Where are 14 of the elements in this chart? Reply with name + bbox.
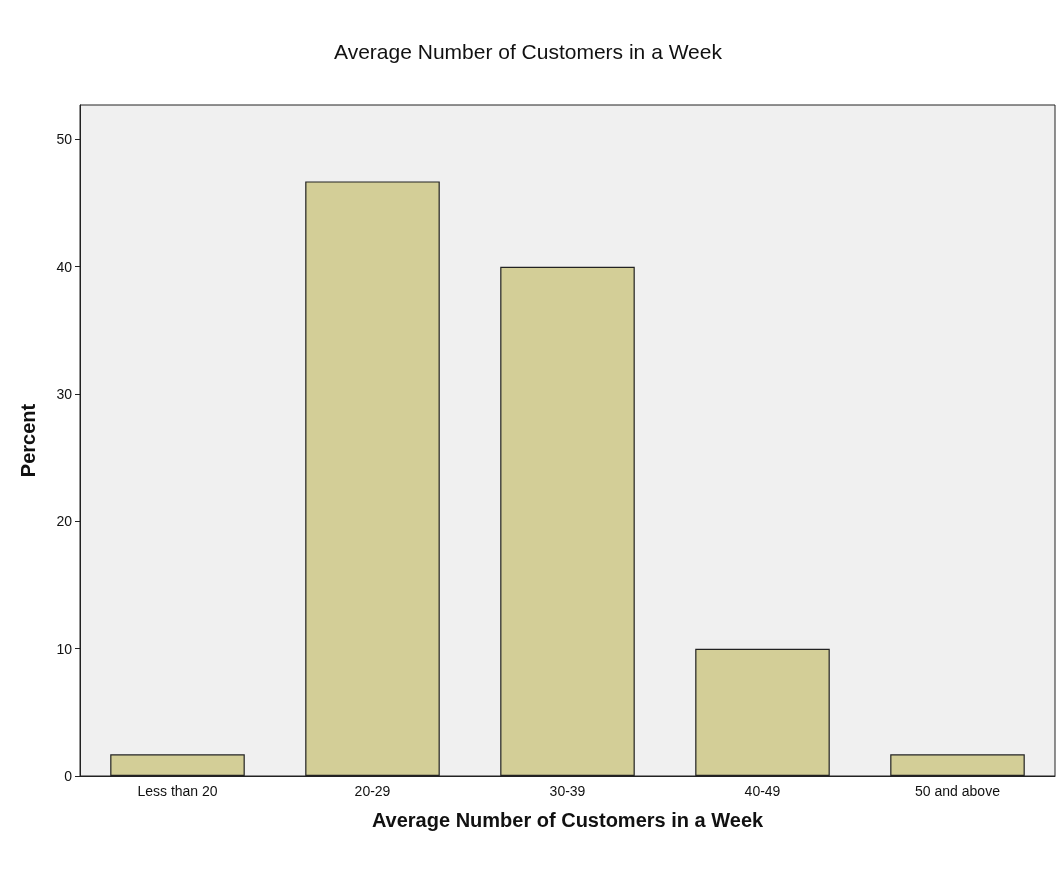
y-tick-label: 40 — [56, 258, 73, 275]
x-tick-label: 50 and above — [915, 783, 1001, 799]
y-tick-label: 50 — [56, 131, 73, 148]
x-tick-label: Less than 20 — [137, 783, 218, 799]
y-tick-label: 30 — [56, 386, 73, 403]
y-axis-title: Percent — [17, 403, 39, 478]
x-tick-label: 40-49 — [744, 783, 781, 799]
x-tick-label: 30-39 — [549, 783, 586, 799]
y-tick-label: 10 — [56, 640, 73, 657]
y-tick-label: 20 — [56, 513, 73, 530]
y-tick-label: 0 — [64, 768, 73, 784]
x-tick-label: 20-29 — [354, 783, 391, 799]
x-axis-title: Average Number of Customers in a Week — [371, 809, 764, 831]
chart-title: Average Number of Customers in a Week — [334, 40, 723, 63]
